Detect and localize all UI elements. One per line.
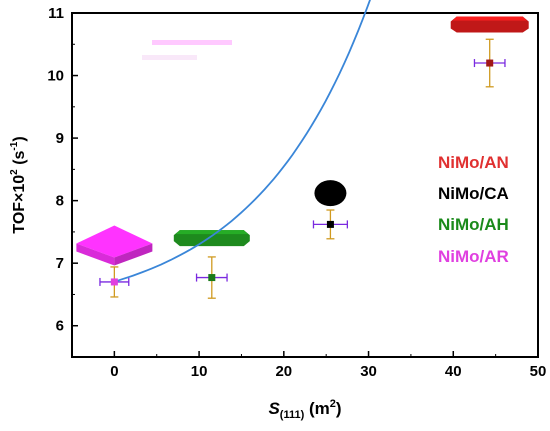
- point-marker: [486, 59, 494, 67]
- shape-side-face: [114, 243, 153, 266]
- x-tick-label: 10: [191, 363, 208, 380]
- shape-side-face: [76, 243, 115, 266]
- y-tick-label: 11: [48, 5, 64, 22]
- data-point-nimo-ca: [312, 209, 349, 240]
- y-axis-label: TOF×102 (s-1): [9, 136, 28, 233]
- y-tick-label: 9: [56, 130, 64, 147]
- x-axis-label: S(111) (m2): [268, 398, 341, 421]
- data-points: [99, 38, 506, 299]
- shape-body: [314, 180, 347, 207]
- legend: NiMo/AN NiMo/CA NiMo/AH NiMo/AR: [438, 153, 509, 266]
- y-tick-label: 7: [56, 255, 64, 272]
- x-tick-label: 20: [275, 363, 292, 380]
- shape-highlight: [452, 16, 527, 21]
- x-tick-label: 30: [360, 363, 377, 380]
- point-marker: [208, 274, 216, 282]
- shape-top-face: [76, 225, 153, 258]
- fit-curve: [114, 0, 371, 283]
- legend-entry-an: NiMo/AN: [438, 153, 509, 172]
- data-point-nimo-an: [473, 38, 506, 88]
- legend-entry-ar: NiMo/AR: [438, 247, 509, 266]
- point-marker: [110, 278, 118, 286]
- x-tick-label: 0: [110, 363, 118, 380]
- particle-shapes: [76, 16, 529, 266]
- background-decoration: [142, 40, 232, 60]
- y-tick-label: 6: [56, 318, 64, 335]
- x-axis-ticks: 0 10 20 30 40 50: [71, 351, 547, 380]
- legend-entry-ah: NiMo/AH: [438, 215, 509, 234]
- shape-highlight: [175, 230, 248, 235]
- legend-entry-ca: NiMo/CA: [438, 184, 509, 203]
- shape-ca: [314, 180, 347, 207]
- y-tick-label: 10: [47, 68, 64, 85]
- shape-ar: [76, 225, 153, 266]
- shape-an: [450, 16, 529, 33]
- shape-ah: [173, 230, 250, 247]
- y-axis-ticks: 6 7 8 9 10 11: [47, 5, 78, 335]
- x-tick-label: 40: [445, 363, 462, 380]
- data-point-nimo-ah: [195, 256, 228, 299]
- plot-frame: [71, 12, 539, 358]
- data-point-nimo-ar: [99, 266, 130, 298]
- y-tick-label: 8: [56, 193, 64, 210]
- x-tick-label: 50: [530, 363, 547, 380]
- point-marker: [326, 220, 334, 228]
